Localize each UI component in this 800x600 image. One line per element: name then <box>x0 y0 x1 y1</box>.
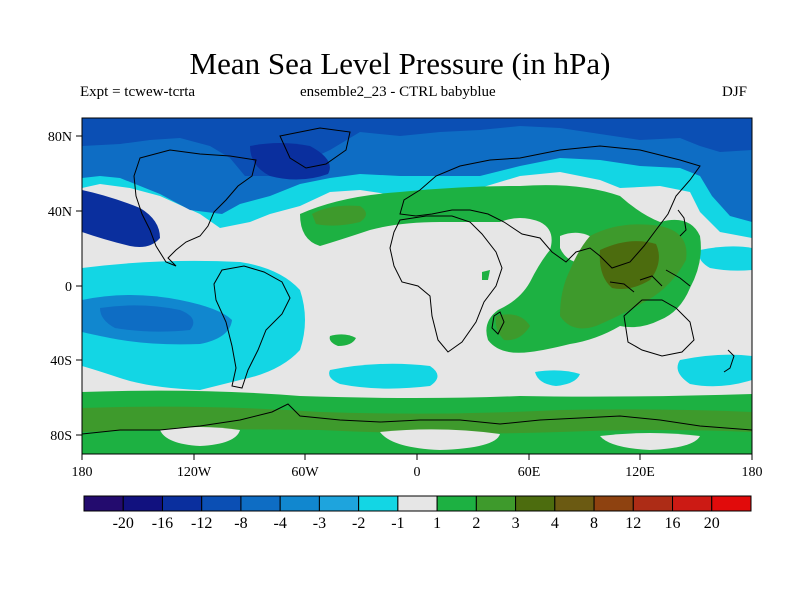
lon-label-120e: 120E <box>625 465 655 480</box>
region-east-pacific-cyan <box>699 246 752 271</box>
region-east-cyan <box>677 354 752 387</box>
colorbar-label: -2 <box>352 515 365 532</box>
coast-greenland <box>279 127 351 169</box>
colorbar-swatch <box>358 495 399 512</box>
coast-antarctica <box>82 403 752 435</box>
colorbar-swatch <box>672 495 713 512</box>
colorbar-swatch <box>436 495 477 512</box>
colorbar: -20 -16 -12 -8 -4 -3 -2 -1 1 2 3 4 8 12 16 20 <box>83 495 752 532</box>
colorbar-swatch <box>515 495 556 512</box>
region-asia-deep-core <box>599 241 659 289</box>
region-antarctic-hole-c <box>600 433 700 450</box>
region-tropical-core <box>100 305 194 332</box>
colorbar-label: 4 <box>551 515 559 532</box>
coast-madagascar <box>491 311 505 335</box>
colorbar-swatch <box>711 495 752 512</box>
axis-ticks <box>76 135 753 460</box>
coast-africa <box>389 215 503 353</box>
colorbar-swatch <box>397 495 438 512</box>
lat-label-40n: 40N <box>48 205 72 220</box>
colorbar-label: -16 <box>152 515 173 532</box>
coast-south-america <box>213 265 291 389</box>
colorbar-label: 12 <box>625 515 641 532</box>
lon-label-120w: 120W <box>177 465 212 480</box>
colorbar-label: 16 <box>665 515 681 532</box>
colorbar-label: -3 <box>313 515 326 532</box>
coast-se-asia-islands <box>609 269 691 293</box>
coast-australia <box>623 299 695 357</box>
region-north-dark <box>82 118 752 176</box>
lon-label-180e: 180 <box>742 465 763 480</box>
region-south-atlantic-green <box>329 334 356 346</box>
region-antarctic-hole-b <box>380 429 500 450</box>
lon-label-0: 0 <box>414 465 421 480</box>
colorbar-swatch <box>318 495 360 512</box>
colorbar-swatch <box>475 495 517 512</box>
colorbar-swatch <box>201 495 242 512</box>
coastline-layer <box>82 127 752 435</box>
colorbar-label: -4 <box>274 515 287 532</box>
colorbar-swatch <box>240 495 281 512</box>
colorbar-swatch <box>632 495 674 512</box>
lon-label-180w: 180 <box>72 465 93 480</box>
colorbar-label: 3 <box>512 515 520 532</box>
colorbar-label: 1 <box>433 515 441 532</box>
colorbar-label: -12 <box>191 515 212 532</box>
coast-europe-asia <box>399 145 701 269</box>
region-antarctic-hole-a <box>160 427 240 446</box>
region-north-atlantic-core <box>250 143 330 180</box>
experiment-label: Expt = tcwew-tcrta <box>80 84 196 100</box>
field-layer <box>82 118 752 454</box>
colorbar-swatch <box>279 495 320 512</box>
colorbar-label: 2 <box>472 515 480 532</box>
colorbar-swatch <box>554 495 595 512</box>
colorbar-swatch <box>161 495 203 512</box>
lat-label-40s: 40S <box>50 354 72 369</box>
colorbar-swatch <box>122 495 163 512</box>
region-north-pacific-core <box>82 190 160 247</box>
region-madagascar-core <box>495 314 530 341</box>
season-label: DJF <box>722 84 748 100</box>
ensemble-label: ensemble2_23 - CTRL babyblue <box>300 84 496 100</box>
colorbar-label: -1 <box>391 515 404 532</box>
colorbar-swatch <box>593 495 634 512</box>
region-southern-ocean-cyan <box>535 370 580 386</box>
region-atlantic-core <box>312 205 366 226</box>
colorbar-swatch <box>83 495 124 512</box>
lat-label-0: 0 <box>65 280 72 295</box>
region-south-indian-cyan <box>329 363 438 389</box>
coast-north-america <box>133 149 257 267</box>
page-title: Mean Sea Level Pressure (in hPa) <box>189 46 611 81</box>
lat-label-80s: 80S <box>50 429 72 444</box>
coast-new-zealand <box>723 349 735 373</box>
lat-label-80n: 80N <box>48 130 72 145</box>
colorbar-label: -20 <box>113 515 134 532</box>
colorbar-label: -8 <box>234 515 247 532</box>
coast-japan <box>677 209 687 237</box>
lon-label-60w: 60W <box>291 465 319 480</box>
colorbar-label: 8 <box>590 515 598 532</box>
region-east-africa-green <box>482 270 490 280</box>
lon-label-60e: 60E <box>518 465 541 480</box>
colorbar-label: 20 <box>704 515 720 532</box>
